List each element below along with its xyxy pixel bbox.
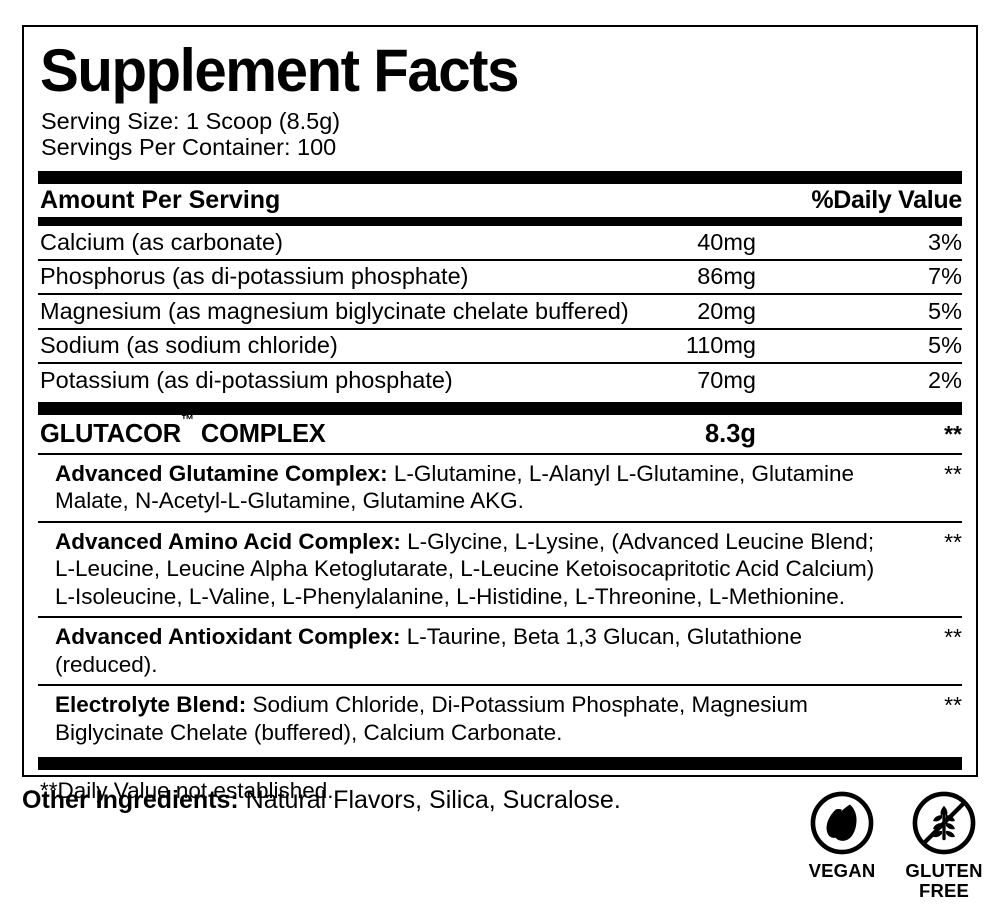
nutrient-name: Sodium (as sodium chloride) — [40, 332, 338, 358]
badge-vegan: VEGAN — [804, 790, 880, 881]
divider-thin — [38, 327, 962, 330]
header-daily-value: %Daily Value — [811, 186, 962, 214]
sub-ingredient-heading: Advanced Glutamine Complex: — [55, 460, 388, 486]
table-row: Phosphorus (as di-potassium phosphate) 8… — [38, 261, 962, 294]
badge-label: VEGAN — [808, 860, 876, 881]
table-row: Calcium (as carbonate) 40mg 3% — [38, 226, 962, 259]
sub-ingredient-body: Sodium Chloride, Di-Potassium Phosphate,… — [55, 692, 808, 745]
divider-thin — [38, 452, 962, 455]
table-header-row: Amount Per Serving %Daily Value — [38, 184, 962, 217]
blend-daily-value: ** — [944, 420, 962, 447]
nutrient-daily-value: 2% — [928, 366, 962, 393]
sub-ingredient-body: L-Taurine, Beta 1,3 Glucan, Glutathione … — [55, 624, 802, 677]
table-row: Potassium (as di-potassium phosphate) 70… — [38, 364, 962, 397]
nutrient-name: Potassium (as di-potassium phosphate) — [40, 366, 453, 393]
sub-ingredient-text: Advanced Amino Acid Complex: L-Glycine, … — [38, 528, 902, 611]
sub-ingredient-heading: Advanced Antioxidant Complex: — [55, 624, 401, 649]
badge-label: GLUTEN FREE — [905, 861, 982, 901]
other-ingredients: Other Ingredients: Natural Flavors, Sili… — [22, 785, 621, 815]
table-row: Magnesium (as magnesium biglycinate chel… — [38, 295, 962, 328]
nutrient-name: Phosphorus (as di-potassium phosphate) — [40, 263, 469, 289]
sub-ingredient-body: L-Glycine, L-Lysine, (Advanced Leucine B… — [55, 528, 875, 609]
nutrient-amount: 110mg — [685, 332, 756, 358]
sub-ingredient-daily-value: ** — [944, 528, 962, 555]
servings-per-container: Servings Per Container: 100 — [41, 134, 337, 160]
divider-thin — [38, 684, 962, 686]
sub-ingredient-heading: Electrolyte Blend: — [55, 692, 247, 717]
badge-label-line2: FREE — [918, 880, 970, 901]
divider-thin — [38, 258, 962, 261]
nutrient-daily-value: 5% — [928, 297, 962, 324]
list-item: Advanced Antioxidant Complex: L-Taurine,… — [38, 618, 962, 684]
other-ingredients-heading: Other Ingredients: — [22, 786, 239, 814]
header-amount-per-serving: Amount Per Serving — [40, 186, 281, 214]
serving-size: Serving Size: 1 Scoop (8.5g) — [41, 108, 341, 134]
list-item: Advanced Glutamine Complex: L-Glutamine,… — [38, 455, 962, 521]
other-ingredients-body: Natural Flavors, Silica, Sucralose. — [238, 786, 621, 814]
blend-name: GLUTACOR™ COMPLEX — [40, 412, 326, 449]
leaf-icon — [810, 791, 874, 855]
blend-name-suffix: COMPLEX — [194, 419, 326, 448]
nutrient-amount: 86mg — [697, 263, 756, 289]
page-title: Supplement Facts — [40, 37, 519, 104]
sub-ingredient-text: Advanced Antioxidant Complex: L-Taurine,… — [38, 623, 902, 678]
serving-info: Serving Size: 1 Scoop (8.5g) Servings Pe… — [38, 108, 962, 160]
list-item: Electrolyte Blend: Sodium Chloride, Di-P… — [38, 686, 962, 752]
wheat-crossed-icon — [912, 791, 976, 855]
nutrient-name: Magnesium (as magnesium biglycinate chel… — [40, 297, 629, 324]
blend-amount: 8.3g — [704, 419, 756, 448]
divider-under-header — [38, 217, 962, 226]
divider-thick-blend — [38, 401, 962, 415]
nutrient-daily-value: 3% — [928, 228, 962, 255]
footnote: **Daily Value not established. — [40, 778, 334, 803]
list-item: Advanced Amino Acid Complex: L-Glycine, … — [38, 523, 962, 617]
certification-badges: VEGAN GLUTEN FREE — [804, 790, 982, 901]
blend-header-row: GLUTACOR™ COMPLEX 8.3g ** — [38, 412, 962, 453]
sub-ingredient-daily-value: ** — [944, 460, 962, 487]
blend-name-text: GLUTACOR — [40, 419, 181, 448]
nutrient-amount: 40mg — [697, 228, 756, 255]
sub-ingredient-text: Advanced Glutamine Complex: L-Glutamine,… — [38, 460, 902, 515]
nutrient-daily-value: 5% — [928, 332, 962, 358]
divider-thick-top — [38, 171, 962, 184]
divider-thin — [38, 616, 962, 618]
sub-ingredient-daily-value: ** — [944, 692, 962, 718]
sub-ingredient-body: L-Glutamine, L-Alanyl L-Glutamine, Gluta… — [55, 460, 855, 514]
divider-thin — [38, 362, 962, 364]
supplement-facts-panel: Supplement Facts Serving Size: 1 Scoop (… — [22, 25, 978, 803]
badge-gluten-free: GLUTEN FREE — [905, 790, 982, 901]
nutrient-amount: 20mg — [697, 297, 756, 324]
sub-ingredient-heading: Advanced Amino Acid Complex: — [55, 528, 401, 554]
nutrient-amount: 70mg — [697, 366, 756, 393]
trademark-icon: ™ — [181, 412, 194, 427]
table-row: Sodium (as sodium chloride) 110mg 5% — [38, 330, 962, 363]
divider-thin — [38, 520, 962, 523]
divider-thin — [38, 293, 962, 295]
sub-ingredient-text: Electrolyte Blend: Sodium Chloride, Di-P… — [38, 691, 902, 746]
sub-ingredient-daily-value: ** — [944, 624, 962, 650]
nutrient-daily-value: 7% — [928, 263, 962, 289]
badge-label-line1: GLUTEN — [905, 860, 983, 881]
nutrient-name: Calcium (as carbonate) — [40, 228, 283, 255]
divider-thick-footer — [38, 757, 962, 770]
